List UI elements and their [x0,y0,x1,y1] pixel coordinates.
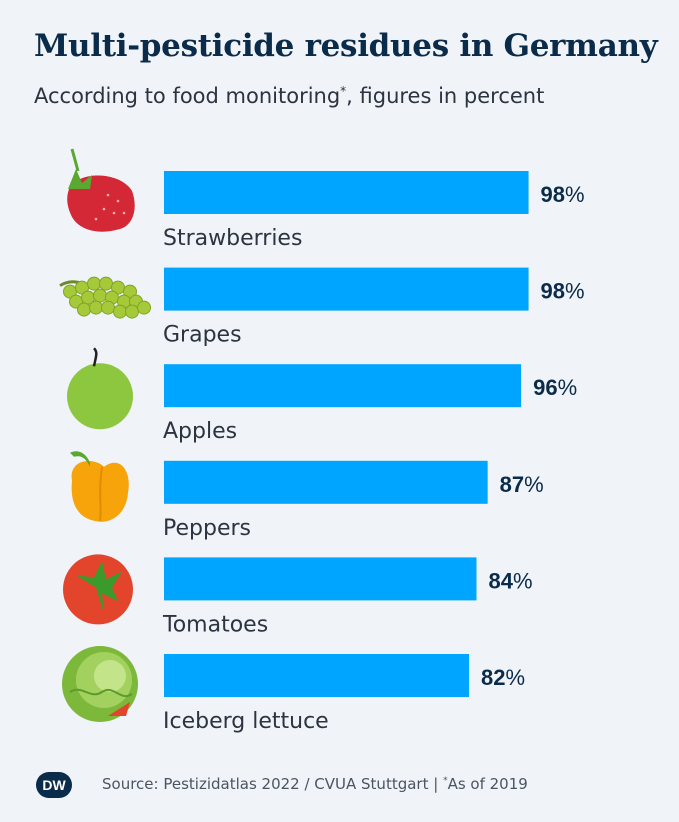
subtitle-footnote-mark: * [340,84,347,98]
footer: DW Source: Pestizidatlas 2022 / CVUA Stu… [36,770,656,800]
bar-tomatoes [164,557,477,601]
lettuce-icon [62,646,138,722]
bar-chart: 98% Strawberries 98% Grapes 96% Apples 87% Pepp… [59,148,585,734]
grapes-icon [59,276,151,319]
source-note: Source: Pestizidatlas 2022 / CVUA Stuttg… [102,775,528,793]
category-label: Tomatoes [162,612,268,637]
bar-peppers [164,460,488,504]
category-label: Grapes [163,323,242,348]
chart-title: Multi-pesticide residues in Germany [34,28,658,64]
source-text: Source: Pestizidatlas 2022 / CVUA Stuttg… [102,775,444,793]
footnote-text: As of 2019 [447,775,528,793]
strawberry-icon [67,148,135,232]
value-label: 84% [488,568,532,593]
bar-iceberg-lettuce [164,654,470,697]
chart-subtitle: According to food monitoring*, figures i… [34,84,544,108]
apple-icon [67,347,133,430]
category-label: Apples [163,419,237,444]
subtitle-rest: , figures in percent [346,84,545,108]
bar-grapes [164,267,529,311]
value-label: 98% [541,182,585,207]
value-label: 82% [481,665,525,690]
dw-logo: DW [36,772,72,798]
pepper-icon [70,451,129,522]
value-label: 98% [541,279,585,304]
bar-apples [164,364,522,408]
footnote-mark: * [443,776,448,786]
subtitle-main: According to food monitoring [34,84,341,108]
category-label: Iceberg lettuce [163,709,329,734]
category-label: Peppers [163,516,251,541]
value-label: 96% [533,375,577,400]
bar-strawberries [164,171,529,214]
value-label: 87% [500,472,544,497]
category-label: Strawberries [163,226,302,251]
tomato-icon [63,554,133,625]
